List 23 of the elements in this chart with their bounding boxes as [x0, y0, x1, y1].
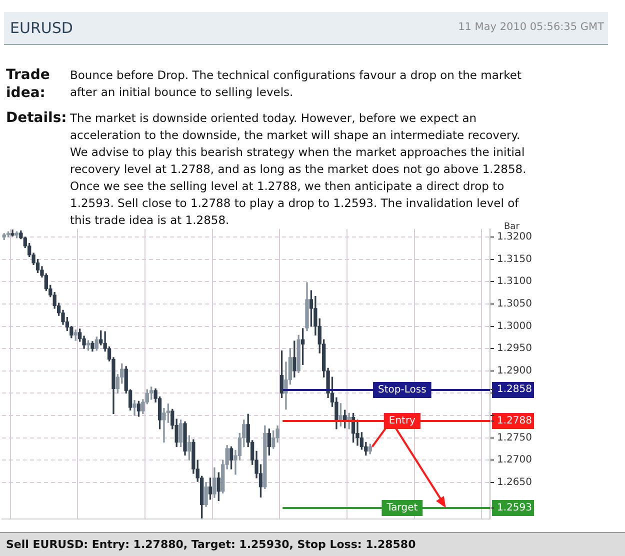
text: Details: — [6, 109, 67, 127]
text: Bar — [504, 222, 520, 232]
y-tick-label: 1.3000 — [497, 320, 532, 332]
y-tick-label: 1.2858 — [497, 384, 532, 396]
y-tick-label: 1.3200 — [497, 232, 532, 243]
y-tick-label: 1.2788 — [497, 415, 532, 426]
y-tick-label: 1.2593 — [497, 502, 532, 514]
ref-line-label: Target — [386, 502, 418, 514]
text: Trade idea: — [6, 66, 51, 102]
y-tick-label: 1.3150 — [497, 254, 532, 265]
ref-line-label: Entry — [388, 416, 416, 427]
y-tick-label: 1.2950 — [497, 343, 532, 354]
chart-title: EURUSD — [10, 19, 73, 37]
ref-line-label: Stop-Loss — [378, 384, 426, 396]
y-tick-label: 1.2700 — [497, 454, 532, 466]
text: Sell EURUSD: Entry: 1.27880, Target: 1.25930, Stop Loss: 1.28580 — [6, 538, 416, 551]
text: 11 May 2010 05:56:35 GMT — [458, 21, 604, 33]
y-tick-label: 1.3100 — [497, 276, 532, 288]
y-tick-label: 1.2900 — [497, 365, 532, 376]
y-tick-label: 1.2750 — [497, 432, 532, 444]
text: Bounce before Drop. The technical configurations favour a drop on the market after an initial bounce to selling levels. — [70, 67, 522, 101]
y-tick-label: 1.3050 — [497, 298, 532, 310]
y-tick-label: 1.2650 — [497, 477, 532, 488]
